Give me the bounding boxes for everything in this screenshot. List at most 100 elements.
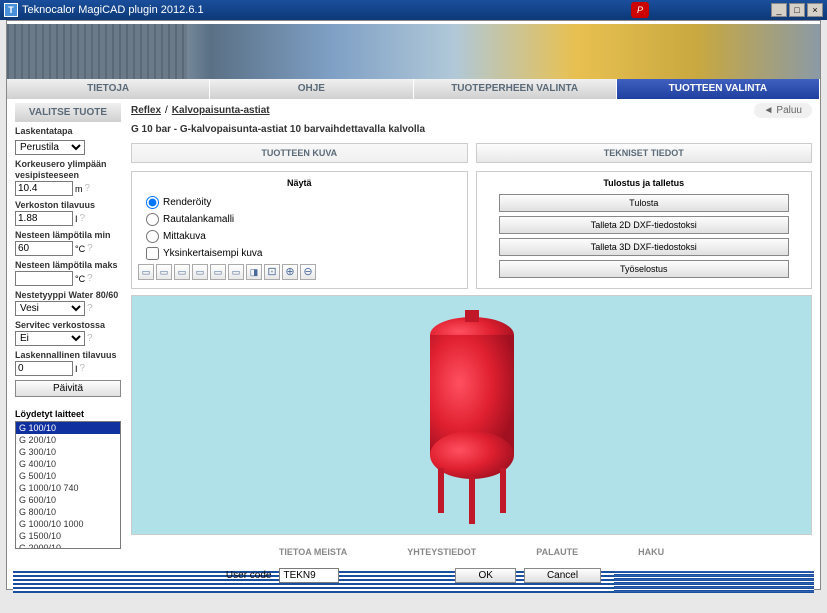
help-icon[interactable]: ? (87, 273, 93, 284)
help-icon[interactable]: ? (80, 363, 86, 374)
export-panel-title: Tulostus ja talletus (483, 178, 806, 188)
title-bar: T Teknocalor MagiCAD plugin 2012.6.1 P _… (0, 0, 827, 20)
bottom-bar: User code OK Cancel (7, 561, 820, 589)
tab-tuoteperheen[interactable]: TUOTEPERHEEN VALINTA (414, 79, 617, 99)
servitec-select[interactable]: Ei (15, 331, 85, 346)
list-item[interactable]: G 1500/10 (16, 530, 120, 542)
tmin-label: Nesteen lämpötila min (15, 230, 121, 241)
export-panel: Tulostus ja talletus Tulosta Talleta 2D … (476, 171, 813, 289)
view-left-icon[interactable]: ▭ (174, 264, 190, 280)
zoom-fit-icon[interactable]: ⊡ (264, 264, 280, 280)
footer-feedback[interactable]: PALAUTE (536, 547, 578, 557)
help-icon[interactable]: ? (80, 213, 86, 224)
volume-input[interactable] (15, 211, 73, 226)
tmax-unit: °C (75, 274, 85, 284)
spec-button[interactable]: Työselostus (499, 260, 789, 278)
list-item[interactable]: G 300/10 (16, 446, 120, 458)
view-front-icon[interactable]: ▭ (138, 264, 154, 280)
tmin-input[interactable] (15, 241, 73, 256)
view-panel-title: Näytä (138, 178, 461, 188)
subtab-image[interactable]: TUOTTEEN KUVA (131, 143, 468, 163)
help-icon[interactable]: ? (85, 183, 91, 194)
list-item[interactable]: G 2000/10 (16, 542, 120, 549)
method-label: Laskentatapa (15, 126, 121, 137)
list-item[interactable]: G 500/10 (16, 470, 120, 482)
cancel-button[interactable]: Cancel (524, 568, 601, 583)
app-icon: T (4, 3, 18, 17)
user-code-label: User code (226, 570, 272, 581)
tab-tietoja[interactable]: TIETOJA (7, 79, 210, 99)
tab-tuotteen[interactable]: TUOTTEEN VALINTA (617, 79, 820, 99)
height-unit: m (75, 184, 83, 194)
view-back-icon[interactable]: ▭ (156, 264, 172, 280)
tmax-input[interactable] (15, 271, 73, 286)
zoom-out-icon[interactable]: ⊖ (300, 264, 316, 280)
volume-unit: I (75, 214, 78, 224)
breadcrumb: Reflex / Kalvopaisunta-astiat ◄Paluu (131, 103, 812, 118)
crumb-reflex[interactable]: Reflex (131, 105, 161, 116)
sidebar-title: VALITSE TUOTE (15, 103, 121, 122)
crumb-category[interactable]: Kalvopaisunta-astiat (172, 105, 270, 116)
user-code-input[interactable] (279, 568, 339, 583)
viewer-toolbar: ▭ ▭ ▭ ▭ ▭ ▭ ◨ ⊡ ⊕ ⊖ (138, 262, 461, 282)
list-item[interactable]: G 100/10 (16, 422, 120, 434)
servitec-label: Servitec verkostossa (15, 320, 121, 331)
help-icon[interactable]: ? (87, 333, 93, 344)
footer-contact[interactable]: YHTEYSTIEDOT (407, 547, 476, 557)
maximize-button[interactable]: □ (789, 3, 805, 17)
list-item[interactable]: G 1000/10 740 (16, 482, 120, 494)
save-3d-dxf-button[interactable]: Talleta 3D DXF-tiedostoksi (499, 238, 789, 256)
footer-links: TIETOA MEISTA YHTEYSTIEDOT PALAUTE HAKU (131, 535, 812, 563)
found-listbox[interactable]: G 100/10G 200/10G 300/10G 400/10G 500/10… (15, 421, 121, 549)
calcvol-unit: I (75, 364, 78, 374)
list-item[interactable]: G 600/10 (16, 494, 120, 506)
zoom-in-icon[interactable]: ⊕ (282, 264, 298, 280)
list-item[interactable]: G 1000/10 1000 (16, 518, 120, 530)
view-iso-icon[interactable]: ◨ (246, 264, 262, 280)
footer-about[interactable]: TIETOA MEISTA (279, 547, 347, 557)
found-label: Löydetyt laitteet (15, 409, 121, 419)
check-simple[interactable]: Yksinkertaisempi kuva (138, 245, 461, 262)
ok-button[interactable]: OK (455, 568, 515, 583)
fluid-label: Nestetyyppi Water 80/60 (15, 290, 121, 301)
fluid-select[interactable]: Vesi (15, 301, 85, 316)
tmax-label: Nesteen lämpötila maks (15, 260, 121, 271)
product-viewer[interactable] (131, 295, 812, 535)
view-bottom-icon[interactable]: ▭ (228, 264, 244, 280)
back-icon: ◄ (764, 105, 774, 116)
refresh-button[interactable]: Päivitä (15, 380, 121, 397)
banner-image (7, 24, 820, 79)
main-area: Reflex / Kalvopaisunta-astiat ◄Paluu G 1… (131, 103, 812, 563)
view-right-icon[interactable]: ▭ (192, 264, 208, 280)
close-button[interactable]: × (807, 3, 823, 17)
list-item[interactable]: G 800/10 (16, 506, 120, 518)
back-button[interactable]: ◄Paluu (754, 103, 812, 118)
radio-wireframe[interactable]: Rautalankamalli (138, 211, 461, 228)
height-input[interactable] (15, 181, 73, 196)
window-title: Teknocalor MagiCAD plugin 2012.6.1 (22, 4, 204, 16)
view-top-icon[interactable]: ▭ (210, 264, 226, 280)
radio-rendered[interactable]: Renderöity (138, 194, 461, 211)
sidebar: VALITSE TUOTE Laskentatapa Perustila Kor… (15, 103, 121, 563)
app-frame: TIETOJA OHJE TUOTEPERHEEN VALINTA TUOTTE… (6, 20, 821, 590)
help-icon[interactable]: ? (87, 243, 93, 254)
print-button[interactable]: Tulosta (499, 194, 789, 212)
footer-search[interactable]: HAKU (638, 547, 664, 557)
view-panel: Näytä Renderöity Rautalankamalli Mittaku… (131, 171, 468, 289)
minimize-button[interactable]: _ (771, 3, 787, 17)
method-select[interactable]: Perustila (15, 140, 85, 155)
vessel-render (362, 300, 582, 530)
product-title: G 10 bar - G-kalvopaisunta-astiat 10 bar… (131, 124, 812, 135)
help-icon[interactable]: ? (87, 303, 93, 314)
calcvol-input[interactable] (15, 361, 73, 376)
tab-ohje[interactable]: OHJE (210, 79, 413, 99)
volume-label: Verkoston tilavuus (15, 200, 121, 211)
main-tabs: TIETOJA OHJE TUOTEPERHEEN VALINTA TUOTTE… (7, 79, 820, 99)
list-item[interactable]: G 400/10 (16, 458, 120, 470)
height-label: Korkeusero ylimpään vesipisteeseen (15, 159, 121, 181)
subtab-tech[interactable]: TEKNISET TIEDOT (476, 143, 813, 163)
save-2d-dxf-button[interactable]: Talleta 2D DXF-tiedostoksi (499, 216, 789, 234)
list-item[interactable]: G 200/10 (16, 434, 120, 446)
tmin-unit: °C (75, 244, 85, 254)
radio-dimension[interactable]: Mittakuva (138, 228, 461, 245)
